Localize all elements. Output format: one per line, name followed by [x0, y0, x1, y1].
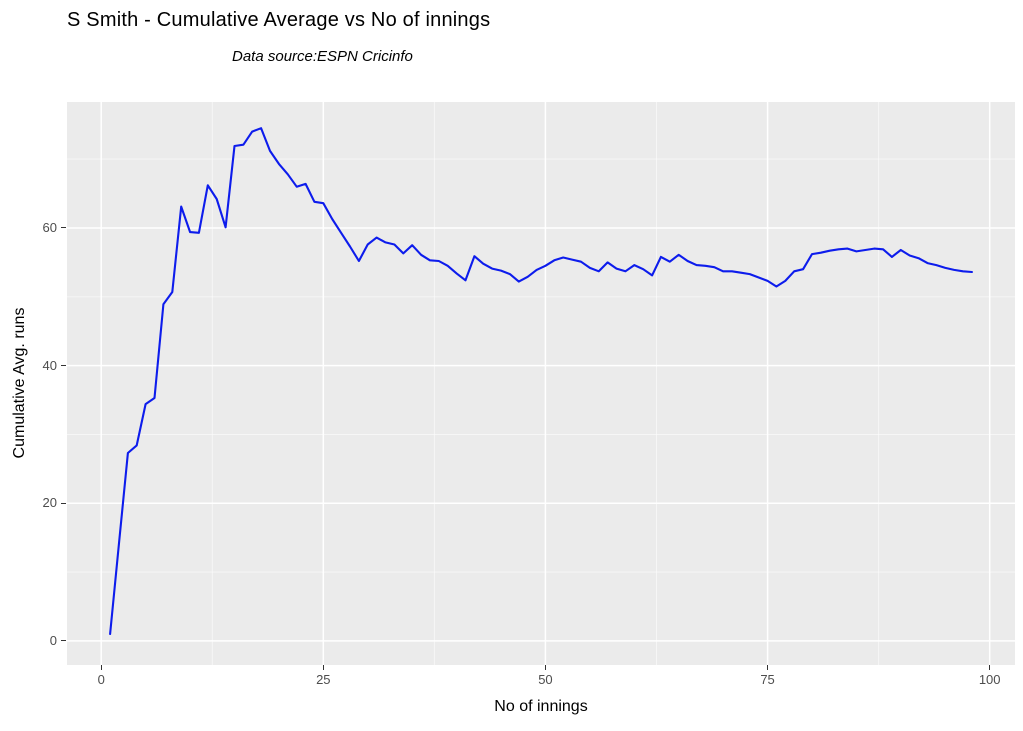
chart-title: S Smith - Cumulative Average vs No of in…	[67, 9, 491, 31]
y-tick-label: 40	[42, 357, 57, 373]
cumulative-average-line	[109, 127, 973, 636]
x-tick-mark	[322, 665, 324, 670]
y-tick-mark	[61, 365, 66, 367]
x-tick-mark	[767, 665, 769, 670]
y-axis-title: Cumulative Avg. runs	[11, 307, 28, 459]
x-tick-mark	[989, 665, 991, 670]
x-tick-mark	[100, 665, 102, 670]
x-axis-title: No of innings	[494, 698, 588, 715]
x-tick-label: 75	[760, 672, 775, 687]
x-tick-mark	[544, 665, 546, 670]
plot-panel	[67, 102, 1015, 665]
y-tick-mark	[61, 227, 66, 229]
x-tick-label: 100	[978, 672, 1001, 687]
y-tick-label: 0	[49, 632, 57, 648]
x-tick-label: 25	[316, 672, 331, 687]
line-chart-svg	[67, 102, 1015, 665]
y-tick-label: 20	[42, 495, 57, 511]
x-tick-label: 0	[97, 672, 105, 687]
y-tick-label: 60	[42, 219, 57, 235]
y-tick-mark	[61, 640, 66, 642]
x-tick-label: 50	[538, 672, 553, 687]
chart-subtitle: Data source:ESPN Cricinfo	[232, 48, 413, 65]
y-tick-mark	[61, 502, 66, 504]
